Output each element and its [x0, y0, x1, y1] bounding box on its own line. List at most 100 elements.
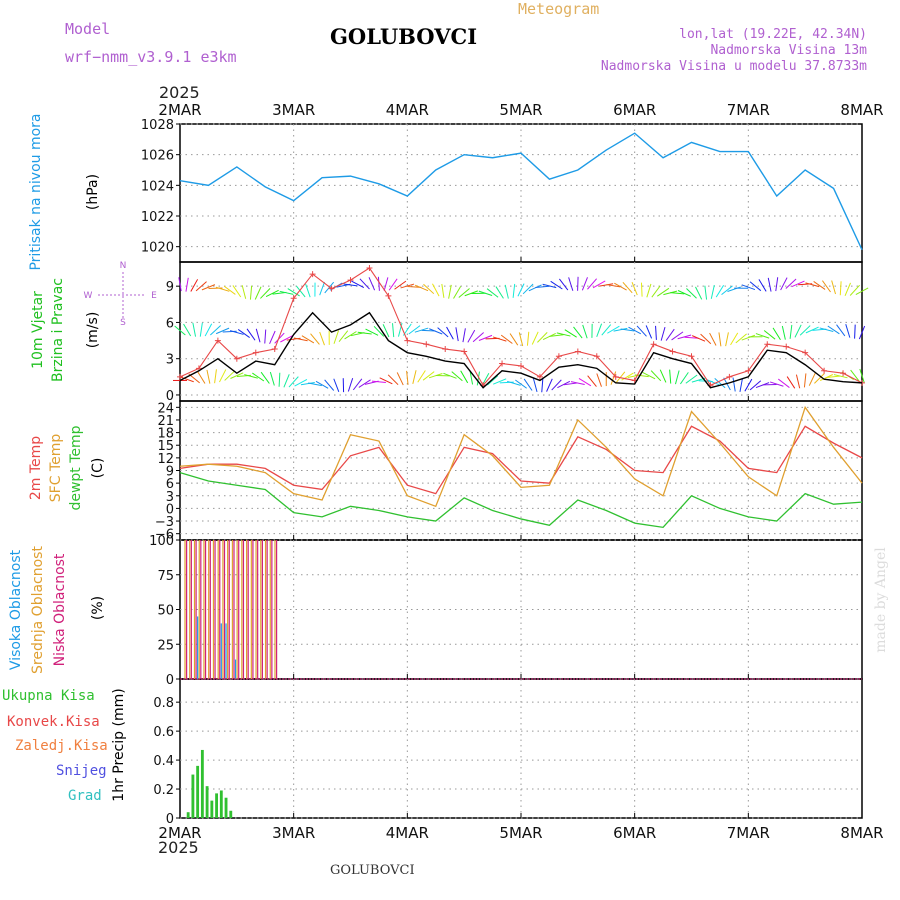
wind-arrow — [300, 382, 315, 386]
wind-arrow — [542, 283, 557, 289]
wind-arrow — [570, 381, 585, 385]
wind-arrow — [301, 335, 315, 344]
wind-arrow — [269, 371, 275, 386]
wind-arrow — [551, 379, 562, 391]
wind-arrow — [451, 371, 463, 382]
wind-arrow — [379, 377, 393, 385]
y-tick-label: 12 — [157, 452, 174, 467]
wind-arrow — [808, 372, 816, 386]
wind-arrow — [249, 285, 253, 300]
wind-gust-marker — [612, 373, 619, 380]
precip-bar — [229, 810, 233, 818]
wind-arrow — [781, 325, 786, 340]
wind-arrow — [622, 282, 633, 294]
wind-label-2: Brzina i Pravac — [50, 278, 66, 382]
wind-arrow — [308, 382, 322, 387]
y-tick-label: 0 — [166, 812, 174, 827]
year-bottom: 2025 — [158, 838, 199, 857]
wind-arrow — [305, 283, 311, 298]
y-tick-label: 1022 — [141, 210, 174, 225]
wind-arrow — [556, 332, 571, 337]
y-tick-label: 50 — [157, 604, 174, 619]
wind-arrow — [670, 292, 685, 295]
wind-gust-marker — [252, 349, 259, 356]
precip-bar — [200, 749, 204, 818]
wind-arrow — [777, 378, 790, 388]
station-title: GOLUBOVCI — [330, 24, 477, 49]
wind-arrow — [358, 379, 371, 388]
wind-arrow — [396, 372, 404, 386]
compass-s: S — [120, 318, 126, 328]
wind-arrow — [294, 378, 308, 387]
wind-arrow — [478, 290, 493, 297]
wind-arrow — [657, 287, 670, 297]
precip-frozen-label: Zaledj.Kisa — [15, 738, 108, 754]
wind-arrow — [822, 280, 831, 293]
wind-arrow — [767, 277, 772, 292]
top-date-label: 3MAR — [272, 101, 315, 119]
wind-arrow — [528, 284, 542, 292]
wind-arrow — [836, 324, 846, 337]
model-label: Model — [65, 20, 110, 38]
wind-arrow — [324, 379, 335, 391]
credit: made by Angel — [873, 547, 889, 653]
wind-arrow — [190, 279, 199, 292]
wind-arrow — [526, 331, 530, 346]
wind-arrow — [704, 285, 708, 300]
compass-n: N — [120, 261, 127, 271]
wind-arrow — [343, 283, 358, 287]
temp-unit: (C) — [90, 458, 106, 479]
wind-arrow — [606, 284, 621, 288]
wind-gust-marker — [214, 337, 221, 344]
wind-gust-marker — [233, 355, 240, 362]
wind-gust-marker — [309, 271, 316, 278]
precip-unit: 1hr Precip (mm) — [111, 688, 127, 801]
wind-arrow — [646, 283, 652, 298]
wind-arrow — [563, 382, 578, 386]
wind-arrow — [368, 277, 376, 291]
wind-gust-marker — [271, 346, 278, 353]
wind-gust-marker — [574, 348, 581, 355]
y-tick-label: 3 — [166, 490, 174, 505]
wind-arrow — [541, 378, 544, 393]
y-tick-label: 100 — [149, 534, 174, 549]
wind-arrow — [400, 283, 415, 289]
wind-arrow — [628, 326, 642, 335]
wind-arrow — [665, 328, 675, 341]
wind-arrow — [428, 373, 443, 379]
wind-arrow — [741, 284, 756, 291]
wind-arrow — [509, 333, 519, 346]
wind-arrow — [582, 324, 588, 339]
wind-arrow — [655, 325, 657, 340]
wind-arrow — [486, 288, 499, 298]
wind-arrow — [613, 327, 628, 332]
wind-arrow — [706, 379, 720, 386]
y-tick-label: 0.8 — [153, 696, 174, 711]
wind-arrow — [607, 325, 620, 334]
wind-arrow — [504, 284, 509, 299]
wind-arrow — [831, 280, 836, 295]
wind-gust-marker — [840, 370, 847, 377]
wind-arrow — [573, 326, 583, 339]
wind-arrow — [596, 323, 603, 337]
wind-arrow — [680, 372, 689, 385]
wind-arrow — [244, 374, 258, 379]
wind-arrow — [280, 335, 294, 343]
wind-arrow — [414, 327, 429, 333]
wind-speed-line — [179, 311, 863, 389]
wind-arrow — [333, 378, 340, 393]
y-tick-label: 0 — [166, 673, 174, 688]
temp-label-dewpt: dewpt Temp — [68, 425, 84, 510]
wind-arrow — [718, 332, 722, 347]
wind-arrow — [492, 336, 507, 342]
wind-arrow — [338, 330, 349, 342]
wind-arrow — [542, 332, 556, 341]
wind-arrow — [709, 332, 717, 346]
precip-bar — [219, 790, 223, 818]
wind-arrow — [197, 371, 206, 384]
bottom-date-label: 7MAR — [727, 824, 770, 842]
wind-arrow — [819, 374, 834, 381]
wind-arrow — [229, 330, 244, 335]
wind-arrow — [780, 277, 788, 291]
